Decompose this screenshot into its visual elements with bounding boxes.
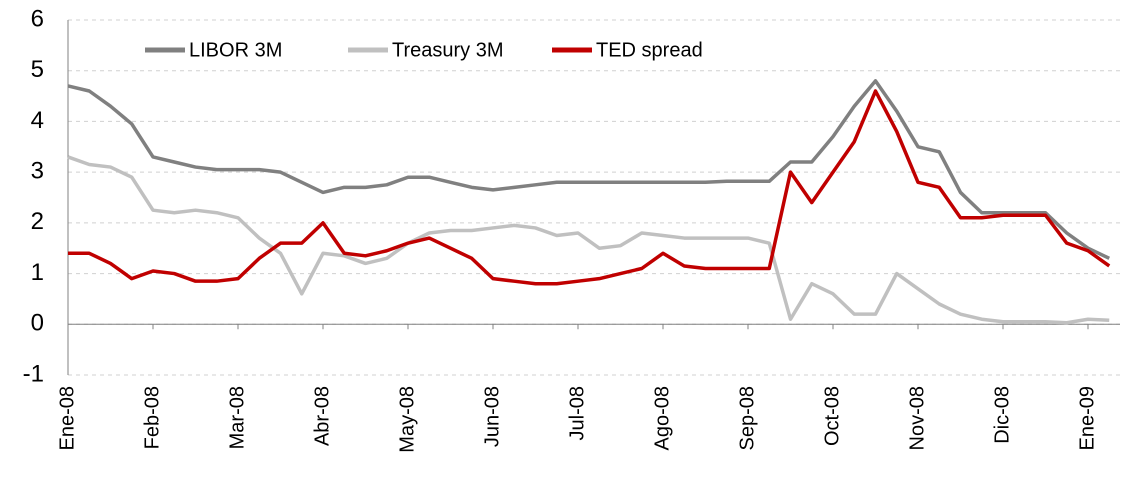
legend-label: LIBOR 3M: [189, 39, 282, 61]
y-tick-label: -1: [23, 360, 44, 387]
legend-label: TED spread: [596, 39, 703, 61]
series-line: [67, 79, 1111, 260]
x-tick-label: Nov-08: [906, 386, 928, 450]
y-tick-label: 3: [31, 157, 44, 184]
x-tick-label: Ene-09: [1076, 386, 1098, 451]
y-tick-label: 2: [31, 208, 44, 235]
y-tick-label: 6: [31, 5, 44, 32]
x-tick-label: Jul-08: [566, 386, 588, 440]
x-tick-label: Abr-08: [311, 386, 333, 446]
y-tick-label: 4: [31, 107, 44, 134]
x-tick-label: Dic-08: [991, 386, 1013, 444]
x-tick-label: May-08: [396, 386, 418, 453]
x-tick-label: Mar-08: [226, 386, 248, 449]
x-tick-label: Jun-08: [481, 386, 503, 447]
series-line: [67, 155, 1110, 325]
legend-label: Treasury 3M: [392, 39, 504, 61]
y-tick-label: 5: [31, 56, 44, 83]
x-tick-label: Ene-08: [56, 386, 78, 451]
y-tick-label: 1: [31, 259, 44, 286]
x-tick-label: Sep-08: [736, 386, 758, 451]
x-tick-label: Ago-08: [651, 386, 673, 451]
x-tick-label: Oct-08: [821, 386, 843, 446]
y-tick-label: 0: [31, 310, 44, 337]
series-line: [68, 89, 1111, 286]
x-tick-label: Feb-08: [141, 386, 163, 449]
